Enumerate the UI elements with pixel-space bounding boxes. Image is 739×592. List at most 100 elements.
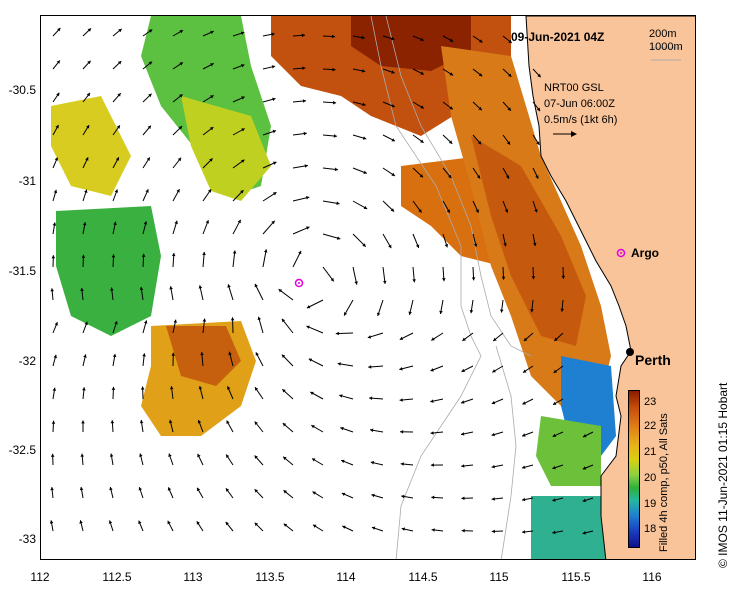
current-vector-head <box>139 453 143 457</box>
current-vector-head <box>110 420 115 424</box>
current-vector-head <box>431 528 435 532</box>
current-vector-head <box>174 220 178 225</box>
sst-colorbar <box>628 390 640 548</box>
current-vector-head <box>114 321 118 325</box>
current-vector-head <box>167 520 171 525</box>
sst-patch-warm-north-dark <box>351 16 471 71</box>
current-vector-head <box>84 189 88 193</box>
current-vector-head <box>449 38 454 42</box>
current-vector-head <box>147 125 151 129</box>
current-vector-head <box>306 226 310 230</box>
current-vector-head <box>522 401 526 405</box>
current-vector-head <box>553 369 557 373</box>
current-vector-head <box>354 281 358 285</box>
current-vector-head <box>420 37 424 42</box>
current-vector-head <box>462 337 466 341</box>
current-vector-head <box>333 100 337 105</box>
current-vector-head <box>237 219 241 224</box>
current-vector-head <box>331 34 335 39</box>
current-vector-head <box>308 358 313 362</box>
colorbar-tick: 23 <box>644 396 657 408</box>
current-vector-head <box>202 318 207 322</box>
current-vector-head <box>491 529 495 534</box>
colorbar-tick: 18 <box>644 523 657 535</box>
current-vector-head <box>532 242 537 246</box>
current-vector-head <box>461 432 465 436</box>
sst-map-svg <box>49 16 695 559</box>
current-vector-head <box>552 433 557 437</box>
x-tick-label: 115 <box>489 570 509 584</box>
current-vector-head <box>50 487 54 491</box>
current-vector-head <box>461 400 465 404</box>
current-vectors <box>49 27 594 535</box>
current-vector-head <box>391 36 395 41</box>
current-vector-head <box>240 190 244 194</box>
current-vector-head <box>138 520 142 524</box>
current-vector-head <box>554 337 558 341</box>
current-vector-head <box>254 455 258 459</box>
current-vector-head <box>334 167 338 172</box>
current-vector-head <box>198 386 203 390</box>
current-vector-head <box>282 423 287 427</box>
current-vector-head <box>363 205 368 209</box>
current-vector-head <box>475 209 479 213</box>
current-vector-head <box>273 161 277 165</box>
sst-patch-coastal-inner <box>471 136 586 346</box>
current-vector-head <box>461 496 465 501</box>
current-vector-head <box>523 337 528 341</box>
current-vector-head <box>469 310 474 314</box>
current-vector-head <box>311 425 315 429</box>
current-vector-head <box>85 157 89 161</box>
current-vector-head <box>271 32 275 36</box>
current-vector-head <box>340 426 344 431</box>
current-vector-head <box>478 106 482 111</box>
current-vector-head <box>282 389 286 393</box>
current-vector-head <box>205 220 209 224</box>
current-vector-head <box>312 491 316 495</box>
current-vector-head <box>522 465 526 469</box>
current-vector-head <box>383 280 387 284</box>
current-vector-head <box>82 222 87 226</box>
current-vector-head <box>202 251 206 256</box>
current-vector-head <box>117 61 122 65</box>
current-vector-head <box>52 222 57 226</box>
current-vector-head <box>582 531 586 535</box>
current-vector-head <box>391 70 395 74</box>
current-vector-head <box>113 221 117 225</box>
current-vector-head <box>391 172 395 176</box>
current-vector-head <box>473 243 478 247</box>
current-vector-head <box>241 159 245 163</box>
current-vector-head <box>552 465 556 470</box>
current-vector-head <box>171 352 175 356</box>
current-vector-head <box>298 250 302 255</box>
colorbar-tick: 19 <box>644 498 657 510</box>
current-vector-head <box>197 487 201 492</box>
x-tick-label: 114.5 <box>408 570 438 584</box>
current-vector-head <box>228 351 232 356</box>
current-vector-head <box>471 277 476 281</box>
current-vector-head <box>148 61 153 65</box>
y-tick-label: -33 <box>18 532 36 546</box>
x-tick-label: 115.5 <box>561 570 591 584</box>
current-vector-head <box>283 456 287 461</box>
sst-field <box>51 16 616 559</box>
current-vector-head <box>552 530 556 535</box>
current-vector-head <box>226 420 230 424</box>
current-vector-head <box>169 386 174 390</box>
current-vector-head <box>167 487 172 491</box>
current-vector-head <box>179 62 183 66</box>
current-vector-head <box>142 353 146 357</box>
current-vector-head <box>491 464 495 469</box>
current-vector-head <box>342 525 346 529</box>
current-vector-head <box>254 421 258 425</box>
current-vector-head <box>333 134 337 138</box>
current-vector-head <box>173 319 177 323</box>
current-vector-head <box>362 102 366 107</box>
current-vector-head <box>310 391 314 395</box>
sst-patch-south-green <box>536 416 601 486</box>
current-vector-head <box>254 489 258 493</box>
bathymetry-contours <box>370 16 532 559</box>
current-vector-head <box>376 312 381 316</box>
current-vector-head <box>583 434 587 438</box>
current-vector-head <box>508 73 512 77</box>
